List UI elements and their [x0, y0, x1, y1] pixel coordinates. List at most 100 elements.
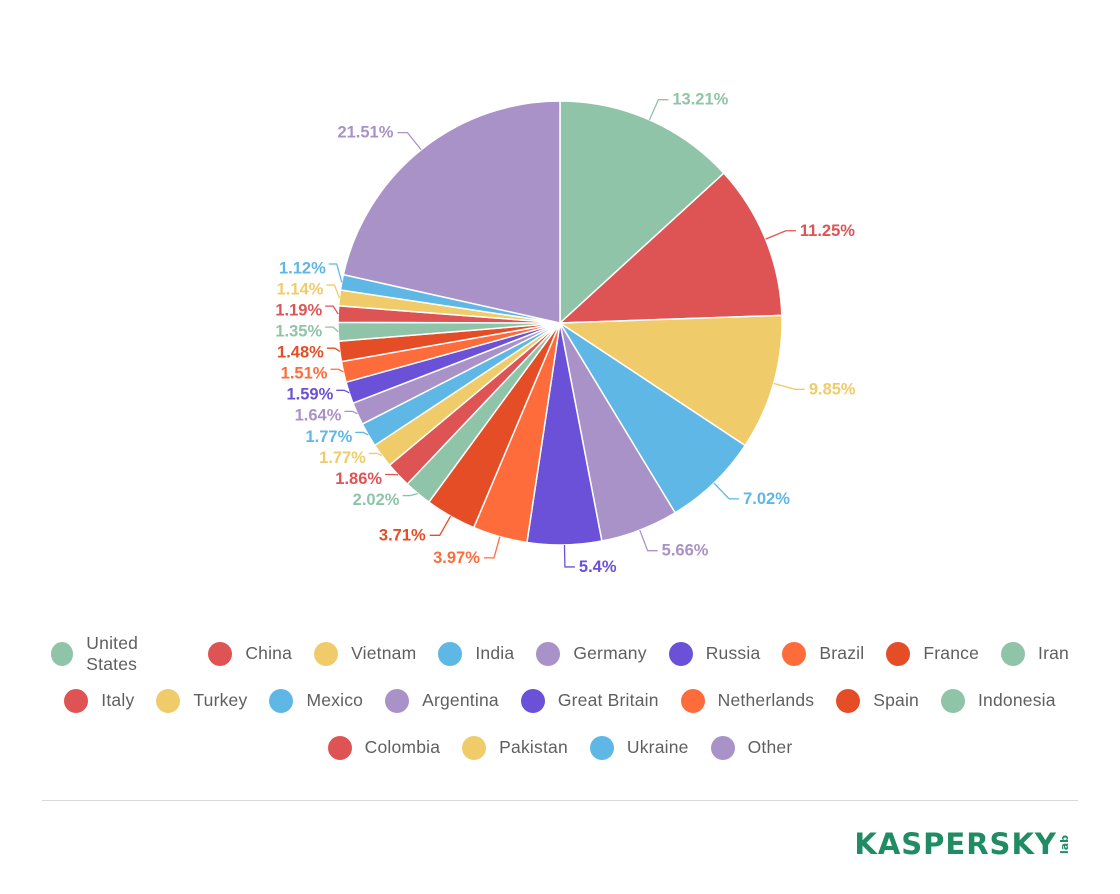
legend-swatch	[438, 641, 463, 666]
legend-item-ukraine[interactable]: Ukraine	[589, 735, 689, 760]
leader-line-indonesia	[325, 326, 339, 333]
legend-label: China	[245, 643, 293, 663]
leader-line-spain	[326, 347, 341, 352]
legend-label: Argentina	[422, 690, 499, 710]
legend-item-united-states[interactable]: United States	[51, 633, 186, 675]
slice-other	[342, 100, 561, 324]
legend-item-argentina[interactable]: Argentina	[385, 688, 499, 713]
logo-text: KASPERSKY	[854, 827, 1057, 861]
legend-swatch	[940, 688, 965, 713]
legend-label: Ukraine	[626, 737, 689, 757]
slice-china	[557, 172, 783, 324]
legend-swatch	[462, 735, 487, 760]
leader-line-china	[765, 230, 796, 240]
legend-label: France	[923, 643, 980, 663]
legend-item-colombia[interactable]: Colombia	[327, 735, 441, 760]
legend-item-indonesia[interactable]: Indonesia	[940, 688, 1056, 713]
legend-item-germany[interactable]: Germany	[536, 641, 647, 666]
data-label-turkey: 1.77%	[319, 449, 366, 467]
leader-line-india	[713, 482, 740, 500]
data-label-pakistan: 1.14%	[277, 280, 324, 298]
data-label-united-states: 13.21%	[672, 91, 728, 109]
legend-label: Great Britain	[557, 690, 659, 710]
legend-label: Colombia	[364, 737, 441, 757]
legend-item-russia[interactable]: Russia	[668, 641, 761, 666]
leader-line-pakistan	[326, 284, 341, 299]
legend-item-great-britain[interactable]: Great Britain	[520, 688, 659, 713]
leader-line-mexico	[355, 431, 369, 436]
legend-swatch	[269, 688, 294, 713]
legend-item-other[interactable]: Other	[710, 735, 793, 760]
data-label-italy: 1.86%	[335, 470, 382, 488]
legend-swatch	[156, 688, 181, 713]
legend-swatch	[327, 735, 352, 760]
data-label-russia: 5.4%	[579, 558, 617, 576]
divider	[42, 800, 1078, 801]
legend-swatch	[680, 688, 705, 713]
data-label-china: 11.25%	[800, 222, 855, 240]
legend-item-pakistan[interactable]: Pakistan	[462, 735, 568, 760]
legend-label: Indonesia	[977, 690, 1056, 710]
data-label-argentina: 1.64%	[295, 407, 342, 425]
legend-label: Spain	[873, 690, 919, 710]
legend-item-italy[interactable]: Italy	[64, 688, 134, 713]
legend-label: Russia	[705, 643, 761, 663]
legend-label: Pakistan	[499, 737, 568, 757]
data-label-brazil: 3.97%	[433, 549, 480, 567]
data-label-indonesia: 1.35%	[275, 323, 322, 341]
legend-swatch	[1001, 641, 1026, 666]
leader-line-ukraine	[328, 263, 343, 283]
legend-swatch	[385, 688, 410, 713]
pie-chart: 13.21% 11.25% 9.85% 7.02% 5.66% 5.4% 3.97% 3.71…	[275, 91, 856, 576]
data-label-france: 3.71%	[379, 526, 426, 544]
leader-line-france	[429, 515, 452, 536]
legend-swatch	[64, 688, 89, 713]
legend-item-brazil[interactable]: Brazil	[782, 641, 865, 666]
legend-row: Colombia Pakistan Ukraine Other	[40, 724, 1080, 771]
legend-swatch	[886, 641, 911, 666]
data-label-great-britain: 1.59%	[286, 386, 333, 404]
legend-item-netherlands[interactable]: Netherlands	[680, 688, 815, 713]
legend-swatch	[536, 641, 561, 666]
legend-swatch	[710, 735, 735, 760]
leader-line-other	[397, 131, 422, 151]
leader-line-iran	[402, 492, 418, 497]
legend-label: Netherlands	[717, 690, 815, 710]
legend-item-turkey[interactable]: Turkey	[156, 688, 247, 713]
data-label-colombia: 1.19%	[275, 301, 322, 319]
leader-line-great-britain	[336, 389, 350, 394]
leader-line-turkey	[368, 452, 383, 457]
legend-label: United States	[86, 632, 139, 674]
legend-swatch	[836, 688, 861, 713]
data-label-iran: 2.02%	[353, 491, 400, 509]
legend-swatch	[51, 641, 74, 666]
legend-label: India	[475, 643, 515, 663]
legend-item-china[interactable]: China	[208, 641, 293, 666]
legend-item-france[interactable]: France	[886, 641, 980, 666]
legend-label: Vietnam	[351, 643, 417, 663]
data-label-ukraine: 1.12%	[279, 259, 326, 277]
legend-item-vietnam[interactable]: Vietnam	[314, 641, 417, 666]
leader-line-argentina	[344, 410, 358, 415]
legend-item-iran[interactable]: Iran	[1001, 641, 1069, 666]
kaspersky-logo: KASPERSKY lab	[854, 827, 1074, 861]
data-label-germany: 5.66%	[662, 542, 709, 560]
legend-swatch	[589, 735, 614, 760]
slice-vietnam	[557, 314, 783, 447]
legend-swatch	[208, 641, 233, 666]
leader-line-russia	[563, 544, 575, 568]
legend-swatch	[782, 641, 807, 666]
slice-united-states	[559, 100, 725, 325]
leader-line-netherlands	[330, 368, 344, 373]
data-label-vietnam: 9.85%	[809, 380, 856, 398]
legend-label: Brazil	[819, 643, 865, 663]
legend-item-mexico[interactable]: Mexico	[269, 688, 363, 713]
legend-label: Other	[747, 737, 793, 757]
legend-item-spain[interactable]: Spain	[836, 688, 919, 713]
legend-item-india[interactable]: India	[438, 641, 515, 666]
legend-row: United States China Vietnam India Germany Rus…	[40, 630, 1080, 677]
legend-swatch	[520, 688, 545, 713]
logo-lab: lab	[1057, 834, 1071, 854]
legend-label: Germany	[573, 643, 647, 663]
leader-line-germany	[639, 529, 658, 552]
